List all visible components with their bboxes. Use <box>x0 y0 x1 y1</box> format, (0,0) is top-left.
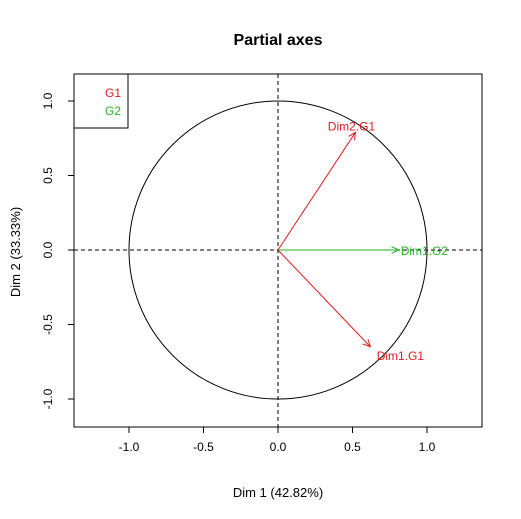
arrow-label: Dim1.G1 <box>377 349 425 363</box>
plot-area: -1.0 -0.5 0.0 0.5 1.0 -1.0 -0.5 0.0 0.5 1.0 Dim2.G… <box>41 73 483 454</box>
arrow-label: Dim1.G2 <box>401 244 449 258</box>
x-axis-label: Dim 1 (42.82%) <box>233 485 323 500</box>
y-tick-label: 0.0 <box>41 241 55 258</box>
arrow-label: Dim2.G1 <box>328 119 376 133</box>
legend-box <box>73 73 129 129</box>
legend-entry: G1 <box>105 86 121 100</box>
arrow-dim2-g1 <box>277 132 356 251</box>
x-tick-label: -1.0 <box>119 440 140 454</box>
x-tick-label: 0.0 <box>270 440 287 454</box>
y-axis-label: Dim 2 (33.33%) <box>8 207 23 297</box>
correlation-circle <box>128 100 428 400</box>
x-tick-label: -0.5 <box>193 440 214 454</box>
arrow-dim1-g1 <box>277 249 371 348</box>
y-tick-label: -1.0 <box>41 388 55 409</box>
y-tick-label: 0.5 <box>41 167 55 184</box>
y-tick-label: -0.5 <box>41 314 55 335</box>
y-tick-label: 1.0 <box>41 92 55 109</box>
arrow-head <box>362 339 372 348</box>
legend-entry: G2 <box>105 104 121 118</box>
arrow-head <box>348 131 357 141</box>
x-tick-label: 0.5 <box>344 440 361 454</box>
x-tick-label: 1.0 <box>419 440 436 454</box>
chart-title: Partial axes <box>234 32 323 49</box>
arrow-head <box>391 246 400 254</box>
